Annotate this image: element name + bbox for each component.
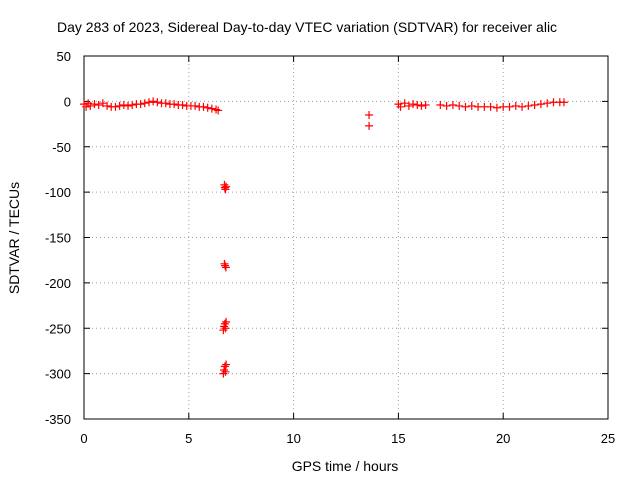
data-point: [153, 98, 162, 107]
data-point: [365, 110, 374, 119]
y-tick-label: -100: [45, 185, 71, 200]
data-point: [140, 99, 149, 108]
data-point: [396, 102, 405, 111]
data-point: [98, 99, 107, 108]
data-point: [467, 101, 476, 110]
grid: [84, 56, 608, 419]
data-point: [220, 362, 229, 371]
data-point: [136, 100, 145, 109]
data-point: [128, 101, 137, 110]
x-tick-label: 20: [496, 431, 510, 446]
data-point: [448, 101, 457, 110]
data-point: [221, 263, 230, 272]
data-point: [178, 101, 187, 110]
y-tick-label: -200: [45, 276, 71, 291]
data-point: [505, 102, 514, 111]
data-point: [409, 100, 418, 109]
x-tick-label: 5: [185, 431, 192, 446]
data-point: [530, 101, 539, 110]
data-point: [404, 101, 413, 110]
data-point: [436, 101, 445, 110]
data-point: [511, 101, 520, 110]
data-point: [221, 367, 230, 376]
x-tick-labels: 0 5 10 15 20 25: [80, 431, 615, 446]
data-point: [161, 99, 170, 108]
data-point: [214, 106, 223, 115]
data-point: [149, 97, 158, 106]
data-point: [119, 101, 128, 110]
data-point: [90, 100, 99, 109]
data-point: [518, 102, 527, 111]
y-tick-label: -300: [45, 367, 71, 382]
data-point: [461, 102, 470, 111]
data-point: [455, 101, 464, 110]
data-point: [207, 104, 216, 113]
data-point: [365, 121, 374, 130]
plot-frame: [83, 55, 609, 420]
data-point: [103, 101, 112, 110]
data-point: [220, 319, 229, 328]
data-point: [111, 102, 120, 111]
y-tick-label: 0: [64, 94, 71, 109]
tick-marks: [83, 55, 609, 420]
data-point: [203, 103, 212, 112]
x-tick-label: 10: [286, 431, 300, 446]
x-tick-label: 15: [391, 431, 405, 446]
data-point: [219, 326, 228, 335]
data-point: [220, 365, 229, 374]
x-axis-label: GPS time / hours: [292, 458, 399, 474]
data-point: [417, 101, 426, 110]
data-point: [219, 369, 228, 378]
data-point: [543, 99, 552, 108]
y-axis-label: SDTVAR / TECUs: [6, 182, 22, 294]
data-point: [492, 103, 501, 112]
data-point: [222, 360, 231, 369]
data-point: [222, 182, 231, 191]
data-point: [421, 101, 430, 110]
data-point: [94, 101, 103, 110]
data-point: [199, 102, 208, 111]
data-point: [222, 317, 231, 326]
x-tick-label: 0: [80, 431, 87, 446]
data-point: [524, 101, 533, 110]
chart-title: Day 283 of 2023, Sidereal Day-to-day VTE…: [57, 19, 557, 35]
data-point: [442, 101, 451, 110]
data-point: [536, 100, 545, 109]
data-point: [413, 101, 422, 110]
data-point: [221, 261, 230, 270]
data-point: [220, 183, 229, 192]
x-tick-label: 25: [601, 431, 615, 446]
y-tick-label: -50: [52, 140, 71, 155]
y-tick-label: 50: [57, 49, 71, 64]
data-point: [86, 101, 95, 110]
y-tick-label: -250: [45, 321, 71, 336]
y-tick-label: -150: [45, 231, 71, 246]
data-point: [400, 99, 409, 108]
data-point: [144, 98, 153, 107]
data-point: [559, 98, 568, 107]
y-tick-labels: 50 0 -50 -100 -150 -200 -250 -300 -350: [45, 49, 71, 427]
data-point: [191, 101, 200, 110]
data-point: [220, 259, 229, 268]
data-point: [486, 102, 495, 111]
data-point: [221, 324, 230, 333]
data-point: [124, 101, 133, 110]
data-point: [115, 101, 124, 110]
y-tick-label: -350: [45, 412, 71, 427]
data-points: [80, 97, 568, 378]
data-point: [170, 100, 179, 109]
data-point: [212, 105, 221, 114]
